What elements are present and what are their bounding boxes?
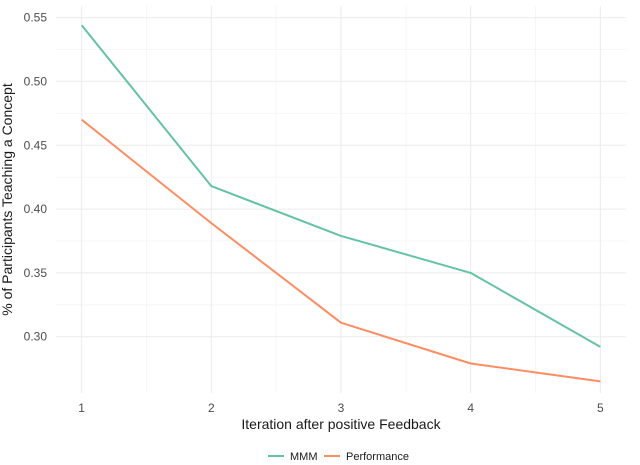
y-axis-title: % of Participants Teaching a Concept xyxy=(0,83,15,316)
y-tick-label: 0.50 xyxy=(24,74,48,88)
series-lines xyxy=(80,24,601,383)
y-tick-label: 0.30 xyxy=(24,330,48,344)
legend-item-mmm: MMM xyxy=(268,451,318,463)
legend-label: MMM xyxy=(290,451,318,463)
x-axis-title: Iteration after positive Feedback xyxy=(241,416,441,432)
x-tick-label: 3 xyxy=(338,401,345,415)
x-tick-label: 1 xyxy=(78,401,85,415)
y-axis-ticks: 0.30 0.35 0.40 0.45 0.50 0.55 xyxy=(24,11,48,344)
y-tick-label: 0.35 xyxy=(24,266,48,280)
series-line-mmm xyxy=(80,24,601,348)
series-line-performance xyxy=(81,118,601,383)
x-tick-label: 4 xyxy=(467,401,474,415)
legend-label: Performance xyxy=(346,451,409,463)
legend: MMM Performance xyxy=(268,451,409,463)
x-tick-label: 2 xyxy=(208,401,215,415)
y-tick-label: 0.45 xyxy=(24,138,48,152)
y-tick-label: 0.55 xyxy=(24,11,48,25)
legend-item-performance: Performance xyxy=(324,451,409,463)
x-axis-ticks: 1 2 3 4 5 xyxy=(78,401,604,415)
y-tick-label: 0.40 xyxy=(24,202,48,216)
x-tick-label: 5 xyxy=(597,401,604,415)
grid xyxy=(56,6,626,393)
